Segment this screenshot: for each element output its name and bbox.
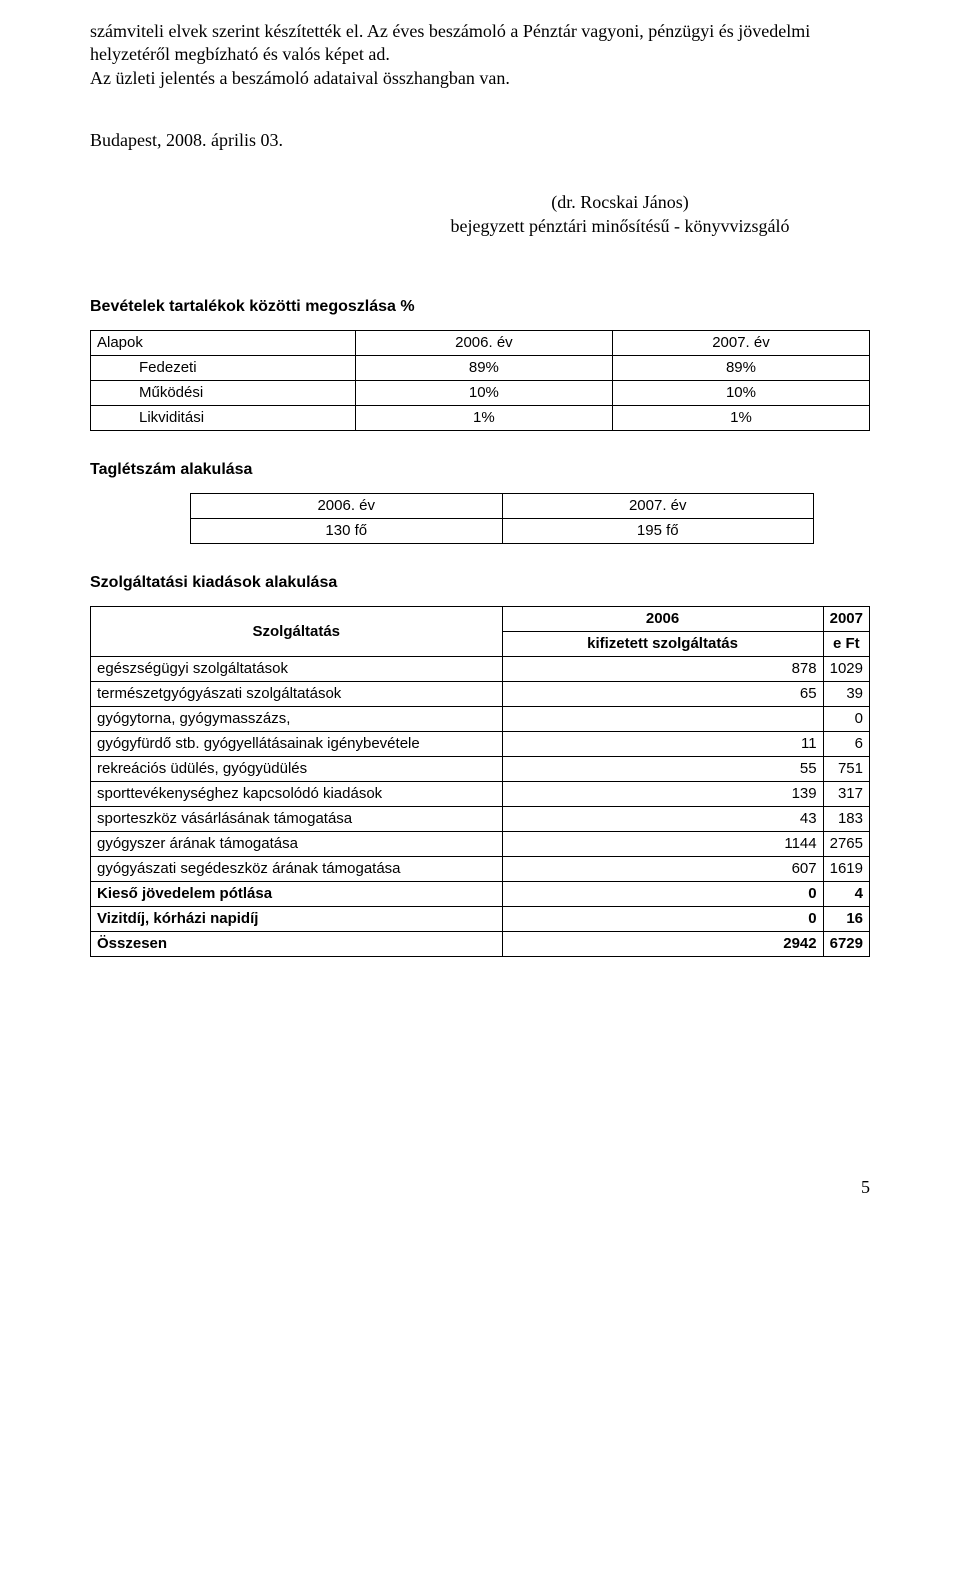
cell-label: gyógyszer árának támogatása [91,831,503,856]
table-row: természetgyógyászati szolgáltatások 65 3… [91,681,870,706]
table-row: rekreációs üdülés, gyógyüdülés 55 751 [91,756,870,781]
cell-label: sporteszköz vásárlásának támogatása [91,806,503,831]
table-row: gyógyászati segédeszköz árának támogatás… [91,856,870,881]
table-row: 2006. év 2007. év [191,493,814,518]
cell-value: 65 [502,681,823,706]
cell-label: gyógytorna, gyógymasszázs, [91,706,503,731]
table-row: sporteszköz vásárlásának támogatása 43 1… [91,806,870,831]
cell-label: Likviditási [91,405,356,430]
header-cell: 2007 [823,606,869,631]
cell-value: 2942 [502,931,823,956]
table-row: Működési 10% 10% [91,380,870,405]
intro-line2: Az üzleti jelentés a beszámoló adataival… [90,68,510,88]
cell-value: 11 [502,731,823,756]
cell-value: 39 [823,681,869,706]
header-cell: Alapok [91,330,356,355]
table-row: sporttevékenységhez kapcsolódó kiadások … [91,781,870,806]
cell-value: 55 [502,756,823,781]
cell-value: 139 [502,781,823,806]
header-cell: 2007. év [612,330,869,355]
table-row: Likviditási 1% 1% [91,405,870,430]
cell-label: Fedezeti [91,355,356,380]
table-row: Kieső jövedelem pótlása 0 4 [91,881,870,906]
cell-value: 10% [612,380,869,405]
cell-value: 6729 [823,931,869,956]
table-row: 130 fő 195 fő [191,518,814,543]
cell-label: Vizitdíj, kórházi napidíj [91,906,503,931]
cell-label: gyógyászati segédeszköz árának támogatás… [91,856,503,881]
cell-value: 89% [355,355,612,380]
cell-value: 0 [502,881,823,906]
cell-value: 16 [823,906,869,931]
cell-value: 317 [823,781,869,806]
table-row: gyógyszer árának támogatása 1144 2765 [91,831,870,856]
signature-name: (dr. Rocskai János) [370,191,870,214]
bevetelek-title: Bevételek tartalékok közötti megoszlása … [90,298,870,316]
header-cell: kifizetett szolgáltatás [502,631,823,656]
cell-value: 0 [823,706,869,731]
table-header-row: Szolgáltatás 2006 2007 [91,606,870,631]
cell-value: 1029 [823,656,869,681]
cell-value: 607 [502,856,823,881]
cell-value: 89% [612,355,869,380]
cell-value: 1619 [823,856,869,881]
cell-label: gyógyfürdő stb. gyógyellátásainak igényb… [91,731,503,756]
cell-label: Működési [91,380,356,405]
cell-label: egészségügyi szolgáltatások [91,656,503,681]
header-cell: 2006. év [191,493,503,518]
cell-value: 6 [823,731,869,756]
table-row: egészségügyi szolgáltatások 878 1029 [91,656,870,681]
cell-label: Összesen [91,931,503,956]
cell-value: 130 fő [191,518,503,543]
cell-label: Kieső jövedelem pótlása [91,881,503,906]
document-date: Budapest, 2008. április 03. [90,130,870,151]
table-row: Vizitdíj, kórházi napidíj 0 16 [91,906,870,931]
cell-value: 4 [823,881,869,906]
header-cell: 2007. év [502,493,814,518]
cell-label: természetgyógyászati szolgáltatások [91,681,503,706]
cell-value: 43 [502,806,823,831]
cell-value: 1% [612,405,869,430]
signature-block: (dr. Rocskai János) bejegyzett pénztári … [90,191,870,238]
signature-role: bejegyzett pénztári minősítésű - könyvvi… [370,215,870,238]
table-row: Alapok 2006. év 2007. év [91,330,870,355]
table-row: gyógytorna, gyógymasszázs, 0 [91,706,870,731]
cell-value: 183 [823,806,869,831]
intro-line1: számviteli elvek szerint készítették el.… [90,21,810,64]
header-cell: 2006 [502,606,823,631]
szolgaltatas-title: Szolgáltatási kiadások alakulása [90,574,870,592]
bevetelek-table: Alapok 2006. év 2007. év Fedezeti 89% 89… [90,330,870,431]
header-cell: Szolgáltatás [91,606,503,656]
header-cell: 2006. év [355,330,612,355]
page-number: 5 [90,1177,870,1198]
szolgaltatas-table: Szolgáltatás 2006 2007 kifizetett szolgá… [90,606,870,957]
cell-label: sporttevékenységhez kapcsolódó kiadások [91,781,503,806]
cell-value: 195 fő [502,518,814,543]
cell-value: 1% [355,405,612,430]
table-row: gyógyfürdő stb. gyógyellátásainak igényb… [91,731,870,756]
tagletszam-table: 2006. év 2007. év 130 fő 195 fő [190,493,814,544]
cell-value: 10% [355,380,612,405]
intro-paragraph: számviteli elvek szerint készítették el.… [90,20,870,90]
cell-value: 0 [502,906,823,931]
header-cell: e Ft [823,631,869,656]
cell-value [502,706,823,731]
table-row: Fedezeti 89% 89% [91,355,870,380]
cell-value: 751 [823,756,869,781]
cell-label: rekreációs üdülés, gyógyüdülés [91,756,503,781]
cell-value: 2765 [823,831,869,856]
cell-value: 878 [502,656,823,681]
tagletszam-title: Taglétszám alakulása [90,461,870,479]
cell-value: 1144 [502,831,823,856]
table-row: Összesen 2942 6729 [91,931,870,956]
